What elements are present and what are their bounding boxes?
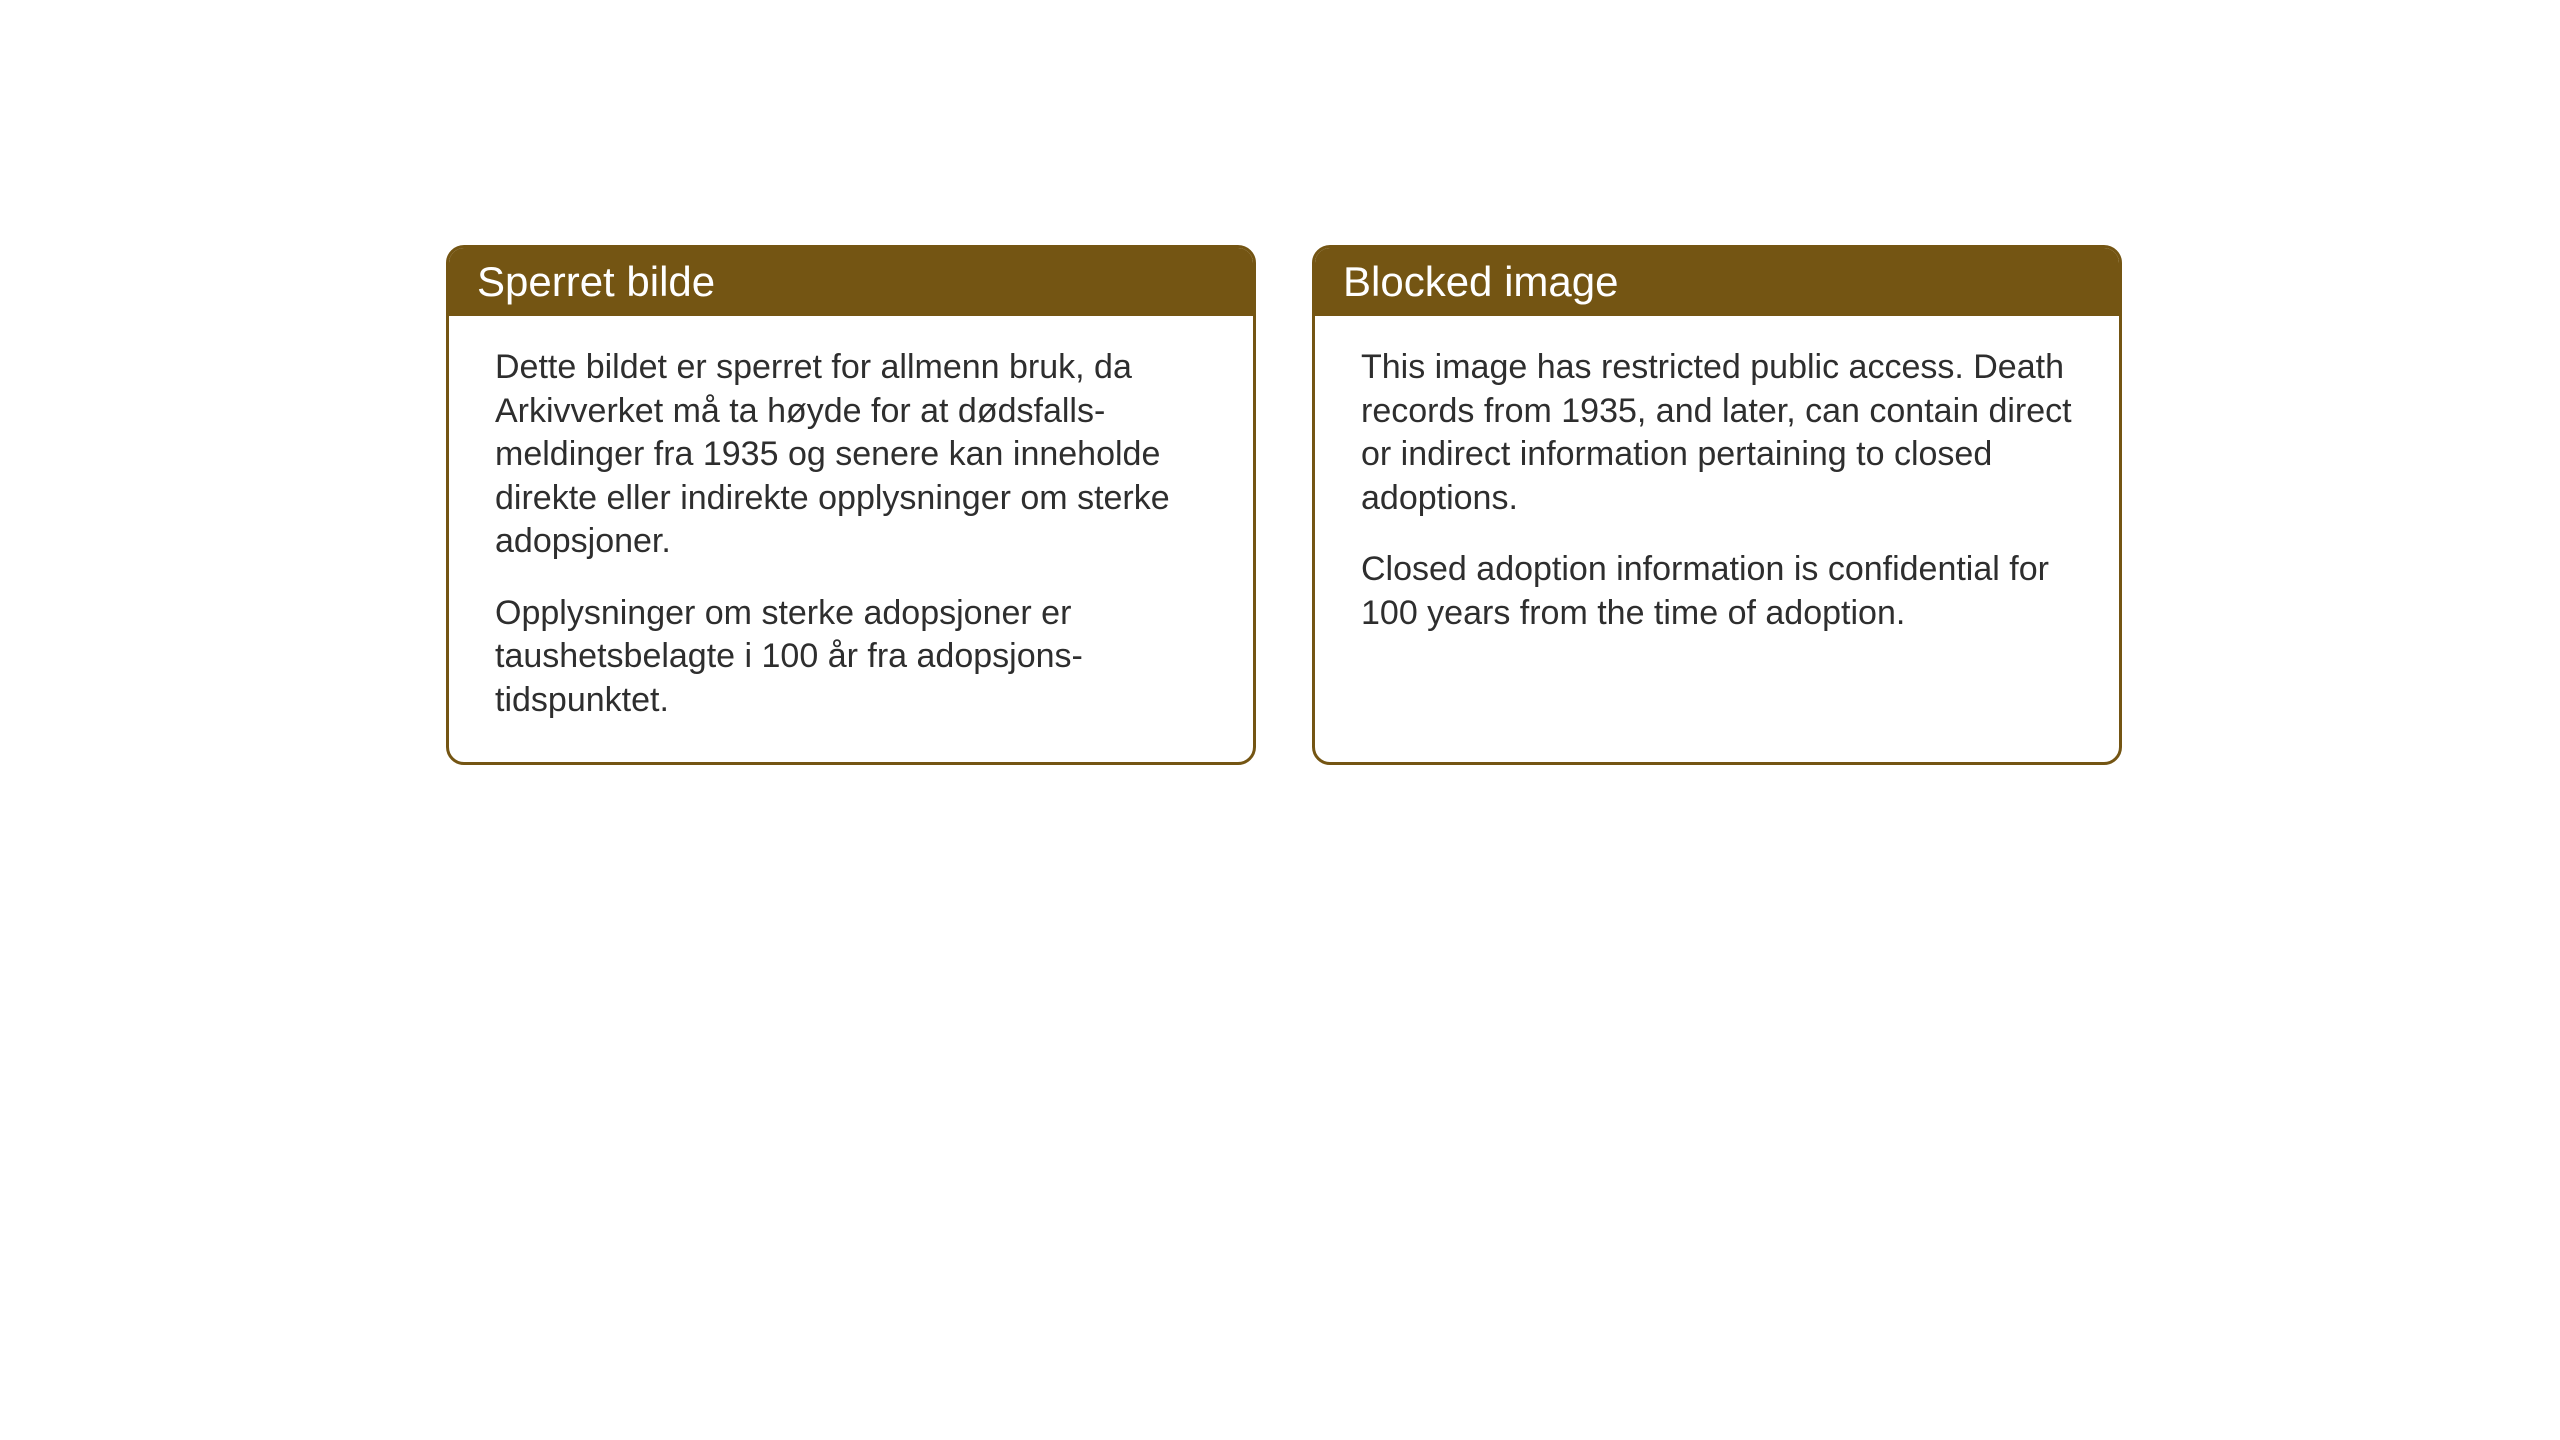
card-paragraph-2-no: Opplysninger om sterke adopsjoner er tau… [495, 592, 1207, 723]
notice-card-norwegian: Sperret bilde Dette bildet er sperret fo… [446, 245, 1256, 765]
card-title-english: Blocked image [1343, 258, 1618, 305]
card-body-norwegian: Dette bildet er sperret for allmenn bruk… [449, 316, 1253, 762]
card-paragraph-1-no: Dette bildet er sperret for allmenn bruk… [495, 346, 1207, 564]
card-paragraph-2-en: Closed adoption information is confident… [1361, 548, 2073, 635]
notice-card-english: Blocked image This image has restricted … [1312, 245, 2122, 765]
notice-cards-container: Sperret bilde Dette bildet er sperret fo… [446, 245, 2122, 765]
card-body-english: This image has restricted public access.… [1315, 316, 2119, 675]
card-header-norwegian: Sperret bilde [449, 248, 1253, 316]
card-header-english: Blocked image [1315, 248, 2119, 316]
card-title-norwegian: Sperret bilde [477, 258, 715, 305]
card-paragraph-1-en: This image has restricted public access.… [1361, 346, 2073, 520]
